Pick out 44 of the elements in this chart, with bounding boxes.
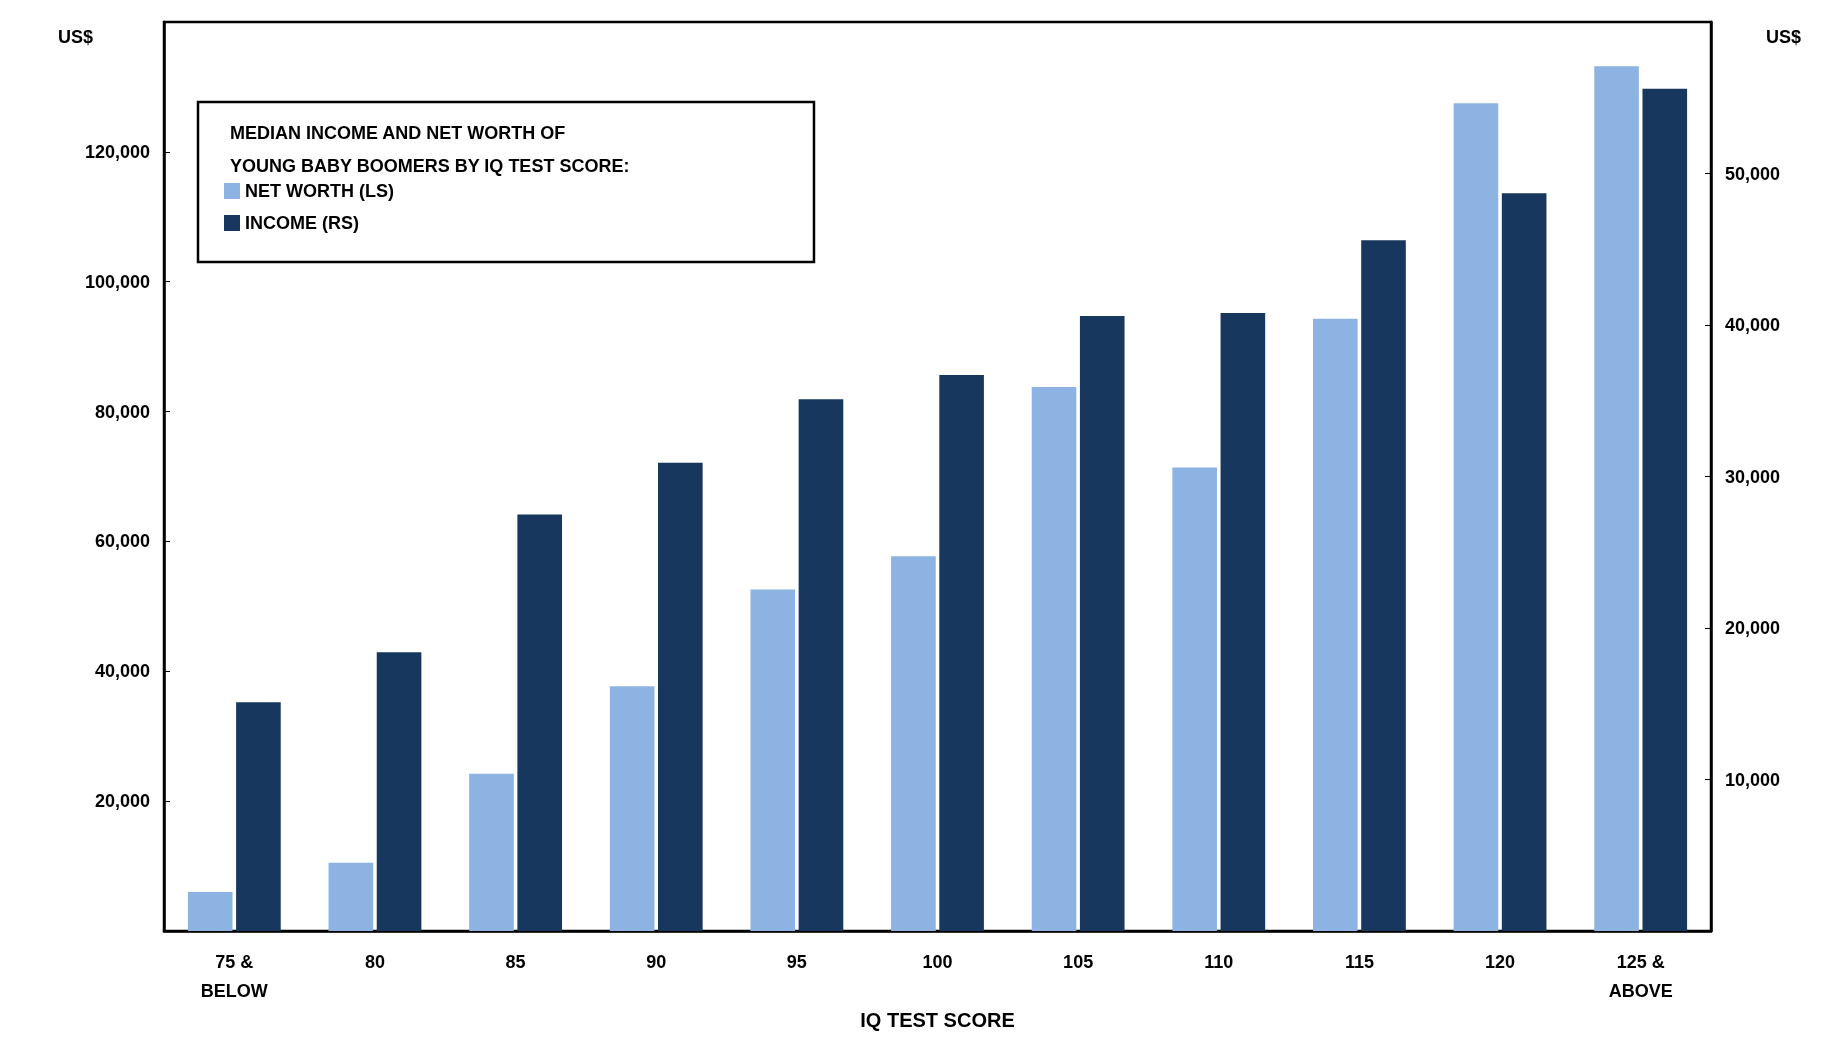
bar — [1361, 240, 1406, 931]
x-tick-label: 90 — [646, 951, 667, 972]
x-tick-label: 125 & ABOVE — [1608, 951, 1673, 1001]
bar — [187, 892, 233, 931]
x-tick-label: 105 — [1063, 951, 1094, 972]
bar — [1594, 66, 1639, 931]
legend-label: NET WORTH (LS) — [245, 181, 394, 201]
x-tick-label: 120 — [1485, 951, 1516, 972]
bar — [1172, 467, 1217, 931]
x-tick-label: 115 — [1344, 951, 1374, 972]
y-tick-label: 80,000 — [94, 401, 150, 422]
y-tick-label: 60,000 — [94, 531, 150, 552]
x-tick-label: 95 — [786, 951, 807, 972]
legend-label: INCOME (RS) — [245, 213, 359, 233]
y2-axis-title: US$ — [1765, 27, 1801, 47]
y2-tick-label: 40,000 — [1725, 315, 1781, 335]
legend-title: MEDIAN INCOME AND NET WORTH OF YOUNG BABY BOOMERS BY IQ TEST SCORE: — [230, 122, 630, 176]
bar — [891, 556, 936, 931]
x-tick-label: 80 — [364, 951, 385, 972]
x-axis-title: IQ TEST SCORE — [860, 1008, 1015, 1031]
bar — [376, 652, 422, 931]
y-tick-label: 40,000 — [94, 661, 150, 682]
x-tick-label: 75 & BELOW — [200, 951, 268, 1001]
y2-tick-label: 10,000 — [1725, 769, 1781, 790]
bar — [1313, 318, 1358, 931]
bar — [609, 686, 655, 931]
y2-tick-label: 20,000 — [1725, 618, 1781, 638]
x-tick-label: 85 — [505, 951, 526, 972]
bar — [469, 773, 514, 931]
bar — [236, 702, 281, 931]
bar — [1642, 88, 1688, 931]
x-tick-label: 100 — [922, 951, 953, 972]
bar — [1220, 312, 1266, 931]
x-tick-label: 110 — [1204, 951, 1234, 972]
y2-tick-label: 50,000 — [1725, 163, 1781, 184]
y-tick-label: 100,000 — [84, 271, 150, 292]
y-tick-label: 120,000 — [84, 141, 150, 162]
y-axis-title: US$ — [58, 27, 94, 47]
y2-tick-label: 30,000 — [1725, 466, 1781, 487]
bar — [517, 514, 562, 931]
bar — [939, 375, 984, 931]
y-tick-label: 20,000 — [94, 791, 150, 812]
bar — [328, 862, 374, 931]
bar — [658, 462, 703, 931]
